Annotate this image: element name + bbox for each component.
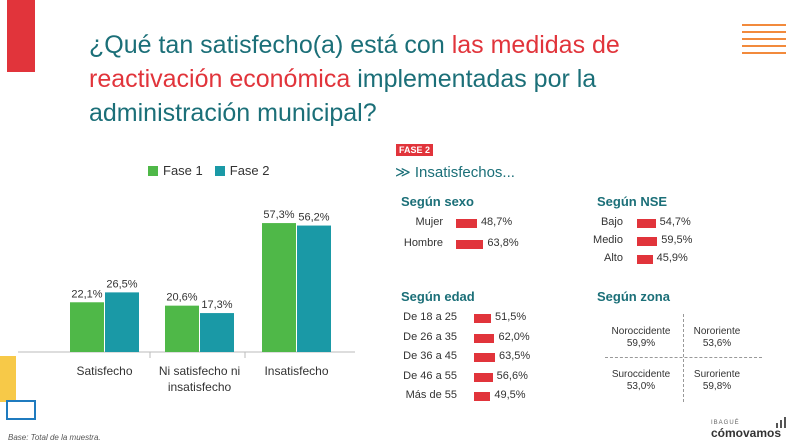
- row-label: Alto: [604, 252, 623, 264]
- page-title: ¿Qué tan satisfecho(a) está con las medi…: [89, 28, 709, 130]
- chart-legend: Fase 1 Fase 2: [148, 163, 270, 178]
- zona-horizontal-divider: [605, 357, 762, 358]
- row-sexo-1: Hombre 63,8%: [0, 237, 798, 258]
- row-label: Más de 55: [405, 389, 457, 401]
- title-part-1: ¿Qué tan satisfecho(a) está con: [89, 31, 452, 59]
- row-bar: [637, 237, 658, 246]
- bars-icon: [776, 417, 786, 428]
- row-label: De 26 a 35: [403, 330, 457, 343]
- zona-name: Nororiente: [693, 326, 741, 337]
- row-bar: [637, 255, 653, 264]
- bar-fase1-0: [70, 302, 104, 352]
- section-title-nse: Según NSE: [597, 194, 668, 209]
- legend-item-fase2: Fase 2: [214, 163, 270, 178]
- section-title-sexo: Según sexo: [401, 194, 474, 209]
- row-label: De 36 a 45: [403, 350, 457, 362]
- row-value: 59,5%: [661, 234, 693, 246]
- row-value: 54,7%: [659, 216, 691, 228]
- row-bar: [637, 219, 656, 228]
- zona-value: 53,6%: [702, 338, 732, 349]
- zona-nororiente: Nororiente 53,6%: [672, 326, 762, 350]
- legend-swatch-fase2: [214, 165, 225, 176]
- row-bar: [474, 372, 493, 382]
- zona-value: 53,0%: [626, 381, 656, 392]
- zona-noroccidente: Noroccidente 59,9%: [596, 326, 686, 350]
- row-edad-0: De 18 a 25 51,5%: [0, 311, 798, 331]
- row-edad-3: De 46 a 55 56,6%: [0, 370, 798, 390]
- category-label-0: Satisfecho: [76, 364, 132, 378]
- row-nse-1: Medio 59,5%: [0, 234, 798, 252]
- brand-logo: IBAGUÉ cómovamos: [711, 417, 786, 440]
- decorative-stripes-icon: [742, 24, 786, 59]
- decorative-blue-frame: [6, 400, 36, 420]
- row-value: 48,7%: [480, 216, 513, 228]
- row-label: Mujer: [415, 216, 443, 228]
- row-value: 45,9%: [656, 252, 688, 264]
- bar-fase2-0: [105, 292, 139, 352]
- row-label: De 18 a 25: [403, 311, 457, 323]
- row-label: De 46 a 55: [403, 369, 457, 382]
- zona-value: 59,9%: [626, 338, 656, 349]
- category-label-1: Ni satisfecho ni: [159, 364, 240, 378]
- row-value: 63,8%: [487, 237, 519, 249]
- row-bar: [456, 240, 484, 249]
- zona-vertical-divider: [683, 314, 684, 402]
- row-bar: [456, 219, 477, 228]
- legend-label-fase1: Fase 1: [163, 163, 203, 178]
- row-nse-2: Alto 45,9%: [0, 252, 798, 270]
- data-label-0-2: 57,3%: [263, 209, 294, 221]
- row-nse-0: Bajo 54,7%: [0, 216, 798, 234]
- brand-city: IBAGUÉ: [711, 420, 740, 426]
- bar-fase1-1: [165, 305, 199, 352]
- legend-item-fase1: Fase 1: [148, 163, 203, 178]
- row-value: 63,5%: [498, 350, 531, 362]
- row-value: 51,5%: [494, 311, 527, 323]
- bar-fase1-2: [262, 223, 296, 352]
- decorative-yellow-block: [0, 356, 16, 402]
- zona-suroriente: Suroriente 59,8%: [672, 369, 762, 393]
- insatisfechos-heading: ≫ Insatisfechos...: [395, 164, 515, 181]
- decorative-red-block: [7, 0, 35, 72]
- base-note: Base: Total de la muestra.: [8, 433, 101, 442]
- row-bar: [474, 314, 491, 323]
- row-value: 56,6%: [496, 369, 528, 382]
- category-label-1-line2: insatisfecho: [168, 380, 232, 394]
- zona-value: 59,8%: [702, 381, 732, 392]
- row-label: Bajo: [600, 216, 623, 228]
- data-label-1-0: 26,5%: [106, 278, 137, 290]
- brand-name: cómovamos: [711, 426, 782, 440]
- title-highlight: las medidas de reactivación económica: [89, 31, 620, 93]
- row-value: 49,5%: [494, 389, 526, 401]
- row-bar: [474, 353, 495, 362]
- zona-name: Suroriente: [693, 369, 741, 380]
- section-title-zona: Según zona: [597, 289, 670, 304]
- row-edad-4: Más de 55 49,5%: [0, 389, 798, 409]
- legend-swatch-fase1: [148, 165, 158, 176]
- bar-fase2-2: [297, 225, 331, 352]
- phase-badge: FASE 2: [396, 144, 434, 156]
- section-title-edad: Según edad: [401, 289, 475, 304]
- category-label-2: Insatisfecho: [264, 364, 328, 378]
- row-label: Medio: [593, 234, 623, 246]
- row-label: Hombre: [403, 237, 443, 249]
- row-edad-2: De 36 a 45 63,5%: [0, 350, 798, 370]
- row-bar: [474, 333, 495, 343]
- row-bar: [474, 392, 491, 401]
- row-value: 62,0%: [498, 330, 530, 343]
- bar-fase2-1: [200, 313, 234, 352]
- title-part-2: implementadas por la administración muni…: [89, 65, 597, 127]
- data-label-0-0: 22,1%: [71, 288, 102, 300]
- zona-suroccidente: Suroccidente 53,0%: [596, 369, 686, 393]
- data-label-1-2: 56,2%: [298, 212, 329, 224]
- data-label-1-1: 17,3%: [201, 299, 232, 311]
- data-label-0-1: 20,6%: [166, 292, 197, 304]
- zona-name: Noroccidente: [611, 326, 671, 337]
- zona-name: Suroccidente: [611, 369, 671, 380]
- legend-label-fase2: Fase 2: [229, 163, 270, 178]
- row-edad-1: De 26 a 35 62,0%: [0, 331, 798, 351]
- row-sexo-0: Mujer 48,7%: [0, 216, 798, 237]
